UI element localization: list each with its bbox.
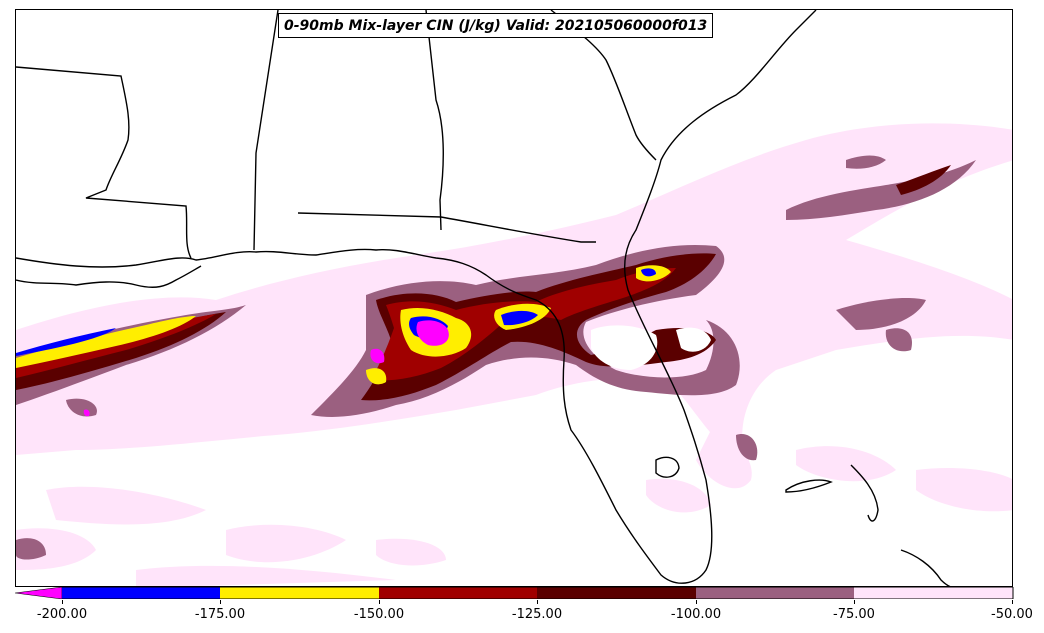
map-panel <box>15 9 1013 587</box>
cuba-coast <box>900 549 951 586</box>
state-line-ms-al <box>253 10 279 251</box>
colorbar-tick <box>379 600 380 604</box>
colorbar-bin-mauve <box>696 587 854 599</box>
colorbar-tick-label: -75.00 <box>833 607 875 622</box>
state-line-al-ga <box>425 10 444 231</box>
colorbar-tick-label: -150.00 <box>353 607 405 622</box>
colorbar-tick-label: -125.00 <box>511 607 563 622</box>
colorbar <box>15 587 1014 599</box>
map-canvas <box>16 10 1012 586</box>
colorbar-bin-lightpink <box>854 587 1013 599</box>
colorbar-tick-label: -200.00 <box>36 607 88 622</box>
colorbar-extend-arrow <box>15 587 63 599</box>
coastline <box>16 10 817 584</box>
colorbar-bin-yellow <box>220 587 379 599</box>
colorbar-tick <box>220 600 221 604</box>
cin-clear-areas <box>591 325 711 370</box>
colorbar-bin-darkred <box>537 587 696 599</box>
map-title: 0-90mb Mix-layer CIN (J/kg) Valid: 20210… <box>278 13 714 38</box>
colorbar-tick-label: -100.00 <box>670 607 722 622</box>
colorbar-tick <box>696 600 697 604</box>
texas-coast <box>16 265 202 288</box>
cin-shading-magenta <box>83 320 449 417</box>
colorbar-bin-blue <box>62 587 220 599</box>
boundaries <box>16 10 951 586</box>
colorbar-tick <box>854 600 855 604</box>
bahamas-island <box>785 479 833 493</box>
state-line-fl-panhandle <box>297 212 596 243</box>
colorbar-tick <box>1012 600 1013 604</box>
colorbar-tick-label: -50.00 <box>991 607 1033 622</box>
colorbar-tick-label: -175.00 <box>194 607 246 622</box>
colorbar-tick <box>537 600 538 604</box>
lake-okeechobee <box>655 456 680 478</box>
state-line-la-ms <box>16 66 192 259</box>
colorbar-tick <box>62 600 63 604</box>
colorbar-bin-red <box>379 587 537 599</box>
bahamas-island <box>850 464 879 522</box>
colorbar-outline <box>62 587 1014 599</box>
